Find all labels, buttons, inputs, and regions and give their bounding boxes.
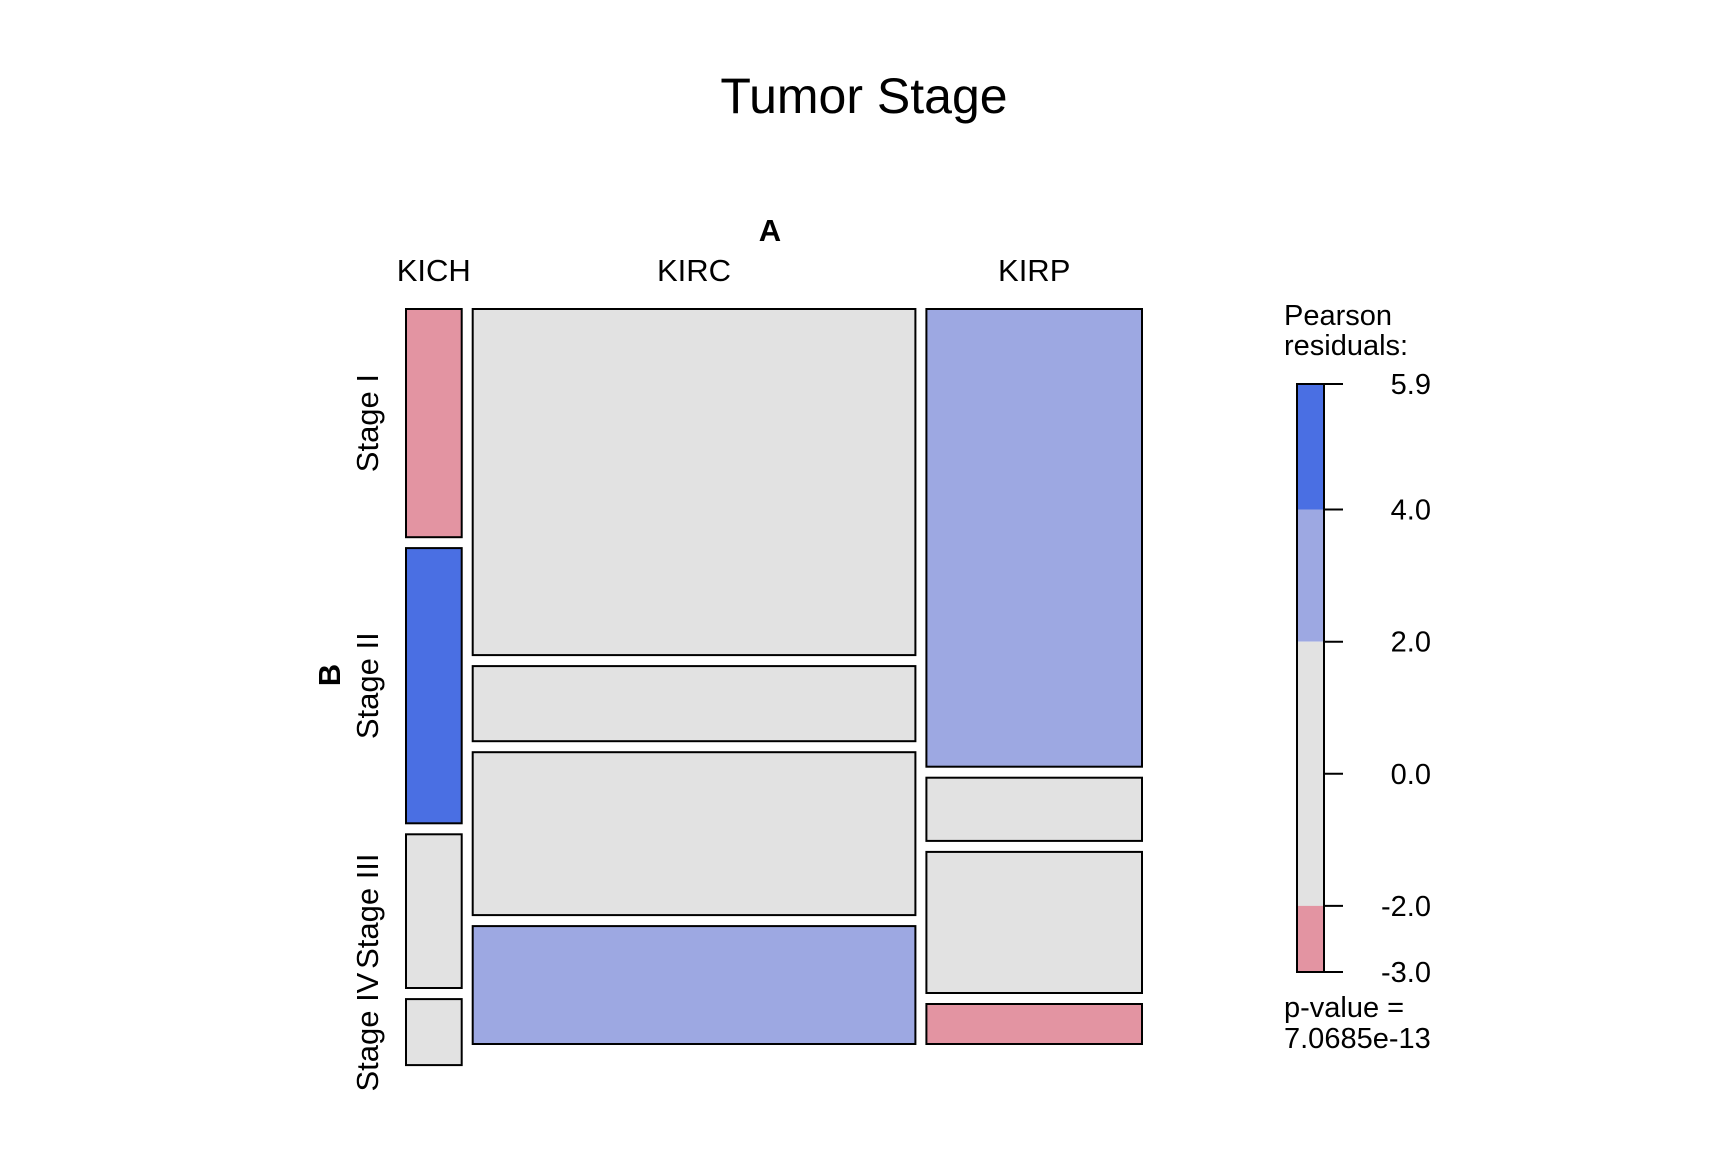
cell-kich-stage-iii: [405, 833, 463, 989]
cell-kirc-stage-ii: [471, 665, 917, 743]
legend-tick-label: -3.0: [1381, 957, 1431, 989]
row-label-stage-iii: Stage III: [350, 853, 385, 968]
legend-tick-label: 4.0: [1391, 495, 1431, 527]
legend-band-4: [1297, 905, 1324, 972]
row-label-stage-i: Stage I: [350, 374, 385, 472]
residual-legend: Pearson residuals: 5.94.02.00.0-2.0-3.0 …: [1284, 300, 1431, 1055]
legend-tick-label: 5.9: [1391, 369, 1431, 401]
p-value-line2: 7.0685e-13: [1284, 1023, 1431, 1055]
cell-kirp-stage-iii: [925, 850, 1144, 995]
legend-tick-label: 2.0: [1391, 627, 1431, 659]
cell-kirc-stage-iv: [471, 925, 917, 1045]
row-variable-label: B: [312, 664, 347, 686]
cell-kich-stage-i: [405, 308, 463, 539]
cell-kich-stage-iv: [405, 998, 463, 1067]
legend-title-line1: Pearson: [1284, 300, 1392, 332]
legend-band-1: [1297, 384, 1324, 510]
row-label-stage-iv: Stage IV: [350, 972, 385, 1091]
column-label-kich: KICH: [397, 253, 471, 288]
chart-title: Tumor Stage: [720, 68, 1007, 124]
column-label-kirp: KIRP: [998, 253, 1070, 288]
column-label-kirc: KIRC: [657, 253, 731, 288]
cell-kirp-stage-ii: [925, 776, 1144, 842]
legend-tick-label: -2.0: [1381, 891, 1431, 923]
cell-kich-stage-ii: [405, 547, 463, 825]
legend-ticks: 5.9 4.0 2.0 0.0 -2.0 -3.0: [1324, 369, 1431, 989]
cell-kirp-stage-iv: [925, 1003, 1144, 1045]
legend-bar-outline: [1296, 383, 1325, 973]
legend-tick-label: 0.0: [1391, 759, 1431, 791]
row-level-labels: Stage I Stage II Stage III Stage IV: [350, 374, 385, 1092]
legend-color-bar: [1296, 383, 1325, 973]
legend-title-line2: residuals:: [1284, 330, 1408, 362]
cell-kirp-stage-i: [925, 308, 1144, 768]
legend-band-3: [1297, 641, 1324, 906]
column-level-labels: KICH KIRC KIRP: [397, 253, 1071, 288]
cell-kirc-stage-i: [471, 308, 917, 657]
column-variable-label: A: [759, 213, 781, 248]
cell-kirc-stage-iii: [471, 751, 917, 917]
mosaic-cells: [405, 308, 1144, 1067]
p-value-line1: p-value =: [1284, 992, 1404, 1024]
legend-band-2: [1297, 509, 1324, 642]
row-label-stage-ii: Stage II: [350, 632, 385, 739]
